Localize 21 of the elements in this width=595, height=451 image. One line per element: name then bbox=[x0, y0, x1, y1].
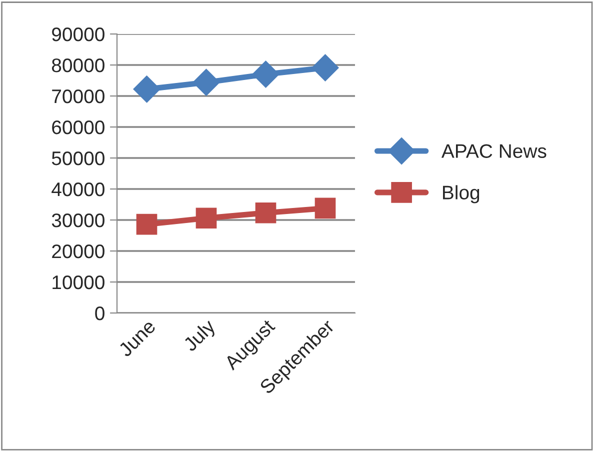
point bbox=[312, 54, 339, 82]
y-tick-label: 20000 bbox=[52, 244, 104, 258]
point bbox=[133, 76, 160, 103]
point bbox=[136, 214, 158, 235]
y-tick-label: 60000 bbox=[52, 120, 104, 134]
y-tick-label: 30000 bbox=[52, 213, 104, 228]
point bbox=[192, 68, 220, 96]
x-tick-label: July bbox=[182, 318, 220, 355]
point bbox=[196, 208, 217, 229]
y-tick-label: 70000 bbox=[52, 89, 104, 104]
legend-label: Blog bbox=[443, 185, 480, 204]
y-tick-label: 90000 bbox=[52, 27, 104, 42]
legend-label: APAC News bbox=[441, 144, 546, 158]
y-tick-label: 0 bbox=[95, 306, 104, 320]
point bbox=[252, 60, 280, 88]
y-tick-label: 40000 bbox=[52, 182, 104, 196]
point bbox=[255, 202, 276, 224]
point bbox=[314, 198, 336, 219]
y-tick-label: 50000 bbox=[52, 151, 104, 166]
y-tick-label: 80000 bbox=[52, 58, 104, 72]
y-tick-label: 10000 bbox=[52, 275, 104, 290]
